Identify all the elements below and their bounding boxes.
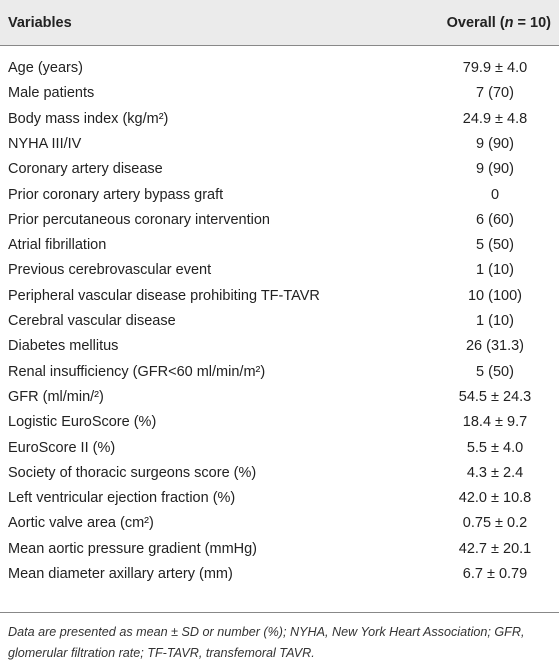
footnote: Data are presented as mean ± SD or numbe… (8, 625, 525, 660)
header-row: Variables Overall (n = 10) (0, 0, 559, 46)
row-label: EuroScore II (%) (8, 439, 116, 456)
row-label: Age (years) (8, 60, 83, 76)
row-value: 7 (70) (476, 85, 514, 102)
row-label: Prior coronary artery bypass graft (8, 186, 224, 203)
row-label: Male patients (8, 85, 95, 102)
row-value: 24.9 ± 4.8 (462, 110, 528, 127)
header-n: n (504, 15, 514, 31)
row-label: Logistic EuroScore (%) (8, 414, 157, 431)
row-value: 79.9 ± 4.0 (462, 60, 528, 76)
row-label: Prior percutaneous coronary intervention (8, 211, 270, 228)
row-label: Mean diameter axillary artery (mm) (8, 566, 233, 582)
row-value: 4.3 ± 2.4 (466, 464, 524, 481)
row-label: Previous cerebrovascular event (8, 262, 212, 279)
row-label: NYHA III/IV (8, 135, 82, 152)
header-variables: Variables (8, 15, 72, 31)
row-value: 18.4 ± 9.7 (462, 414, 528, 431)
bottom-rule (0, 612, 559, 613)
row-value: 42.0 ± 10.8 (458, 490, 532, 507)
row-value: 0 (490, 186, 500, 203)
row-label: Mean aortic pressure gradient (mmHg) (8, 540, 258, 557)
row-value: 26 (31.3) (465, 338, 525, 355)
row-value: 6 (60) (476, 211, 514, 228)
row-label: Aortic valve area (cm²) (8, 515, 154, 532)
row-label: Coronary artery disease (8, 161, 163, 178)
row-label: Peripheral vascular disease prohibiting … (8, 287, 320, 304)
row-value: 5 (50) (476, 363, 514, 380)
header-text: Overall ( (446, 15, 505, 31)
row-label: Atrial fibrillation (8, 237, 107, 254)
header-text: = 10) (513, 15, 551, 31)
row-label: Cerebral vascular disease (8, 313, 176, 329)
row-value: 9 (90) (476, 135, 514, 152)
row-label: Diabetes mellitus (8, 338, 119, 355)
row-value: 1 (10) (476, 313, 514, 329)
row-label: GFR (ml/min/²) (8, 388, 104, 405)
row-value: 6.7 ± 0.79 (462, 566, 528, 582)
row-value: 10 (100) (467, 287, 522, 304)
row-value: 54.5 ± 24.3 (458, 388, 532, 405)
row-label: Left ventricular ejection fraction (%) (8, 490, 236, 507)
row-value: 5.5 ± 4.0 (466, 439, 524, 456)
row-value: 1 (10) (476, 262, 514, 279)
row-label: Renal insufficiency (GFR<60 ml/min/m²) (8, 363, 266, 380)
row-value: 9 (90) (476, 161, 514, 178)
row-value: 5 (50) (476, 237, 514, 254)
row-label: Body mass index (kg/m²) (8, 110, 169, 127)
row-value: 42.7 ± 20.1 (458, 540, 532, 557)
header-overall: Overall (n = 10) (447, 13, 551, 33)
row-value: 0.75 ± 0.2 (462, 515, 528, 532)
row-label: Society of thoracic surgeons score (%) (8, 464, 257, 481)
